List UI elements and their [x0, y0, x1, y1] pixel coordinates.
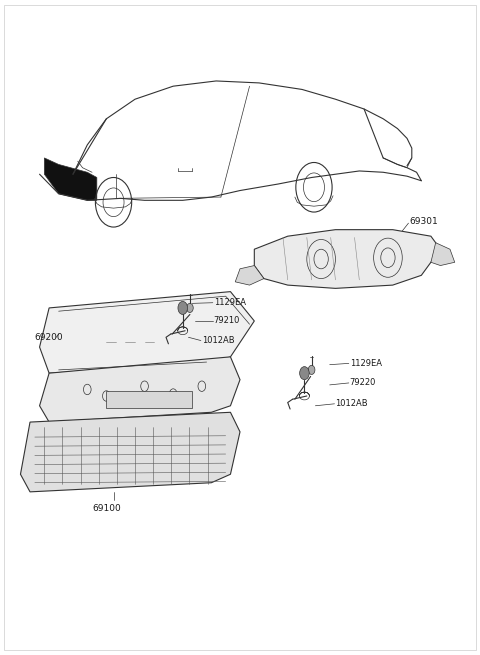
Circle shape [187, 303, 193, 312]
FancyBboxPatch shape [107, 392, 192, 407]
Polygon shape [21, 412, 240, 492]
Polygon shape [235, 265, 264, 285]
Circle shape [308, 365, 315, 375]
Text: 1129EA: 1129EA [350, 359, 382, 368]
Polygon shape [254, 230, 441, 288]
Text: 1012AB: 1012AB [336, 400, 368, 408]
Polygon shape [431, 243, 455, 265]
Polygon shape [39, 357, 240, 422]
Text: 79210: 79210 [214, 316, 240, 326]
Circle shape [300, 367, 309, 380]
Polygon shape [44, 158, 97, 200]
Text: 69200: 69200 [35, 333, 63, 342]
Text: 69301: 69301 [409, 217, 438, 226]
Polygon shape [39, 291, 254, 373]
Text: 69100: 69100 [92, 504, 121, 513]
Text: 1012AB: 1012AB [202, 336, 234, 345]
Text: 1129EA: 1129EA [214, 298, 246, 307]
Circle shape [178, 301, 188, 314]
Text: 79220: 79220 [350, 379, 376, 388]
